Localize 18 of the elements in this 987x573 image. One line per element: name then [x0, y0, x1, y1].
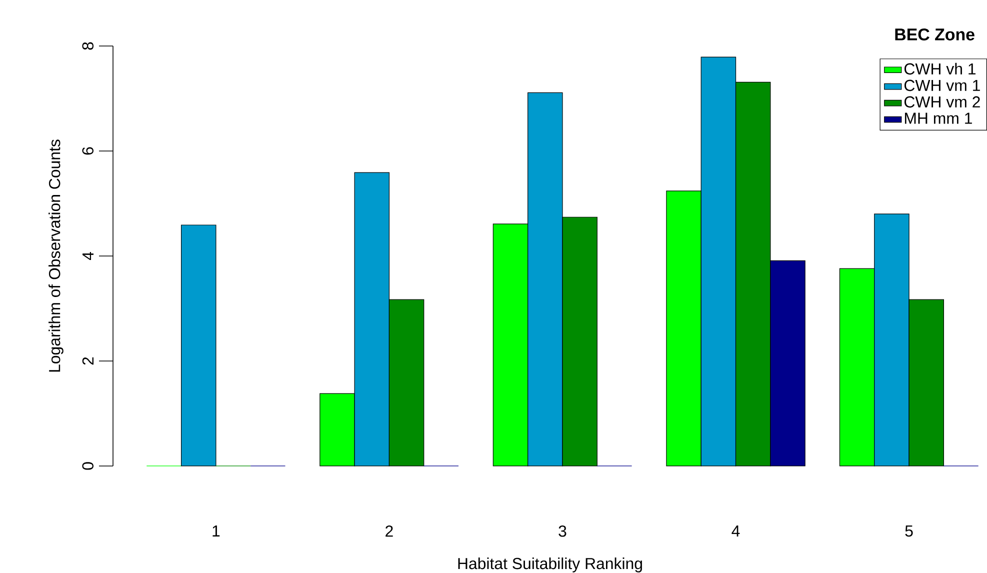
y-tick-label: 4 — [82, 252, 94, 260]
legend-label: CWH vh 1 — [904, 62, 976, 75]
legend-label: CWH vm 2 — [904, 96, 980, 108]
x-tick-label: 4 — [732, 525, 740, 536]
bar — [180, 224, 216, 466]
y-tick-label: 0 — [82, 462, 94, 470]
x-tick-label: 2 — [386, 526, 393, 537]
x-tick-label: 5 — [905, 525, 913, 537]
x-tick-label: 3 — [558, 526, 566, 537]
legend-label: CWH vm 1 — [904, 80, 980, 92]
x-tick-label: 1 — [212, 525, 220, 536]
y-tick-label: 8 — [82, 42, 94, 50]
y-tick-label: 6 — [82, 147, 94, 155]
x-axis-title: Habitat Suitability Ranking — [458, 558, 642, 572]
y-axis-title: Logarithm of Observation Counts — [48, 140, 64, 372]
y-tick-label: 2 — [82, 357, 94, 365]
legend-title: BEC Zone — [895, 28, 974, 40]
legend-label: MH mm 1 — [904, 112, 972, 124]
